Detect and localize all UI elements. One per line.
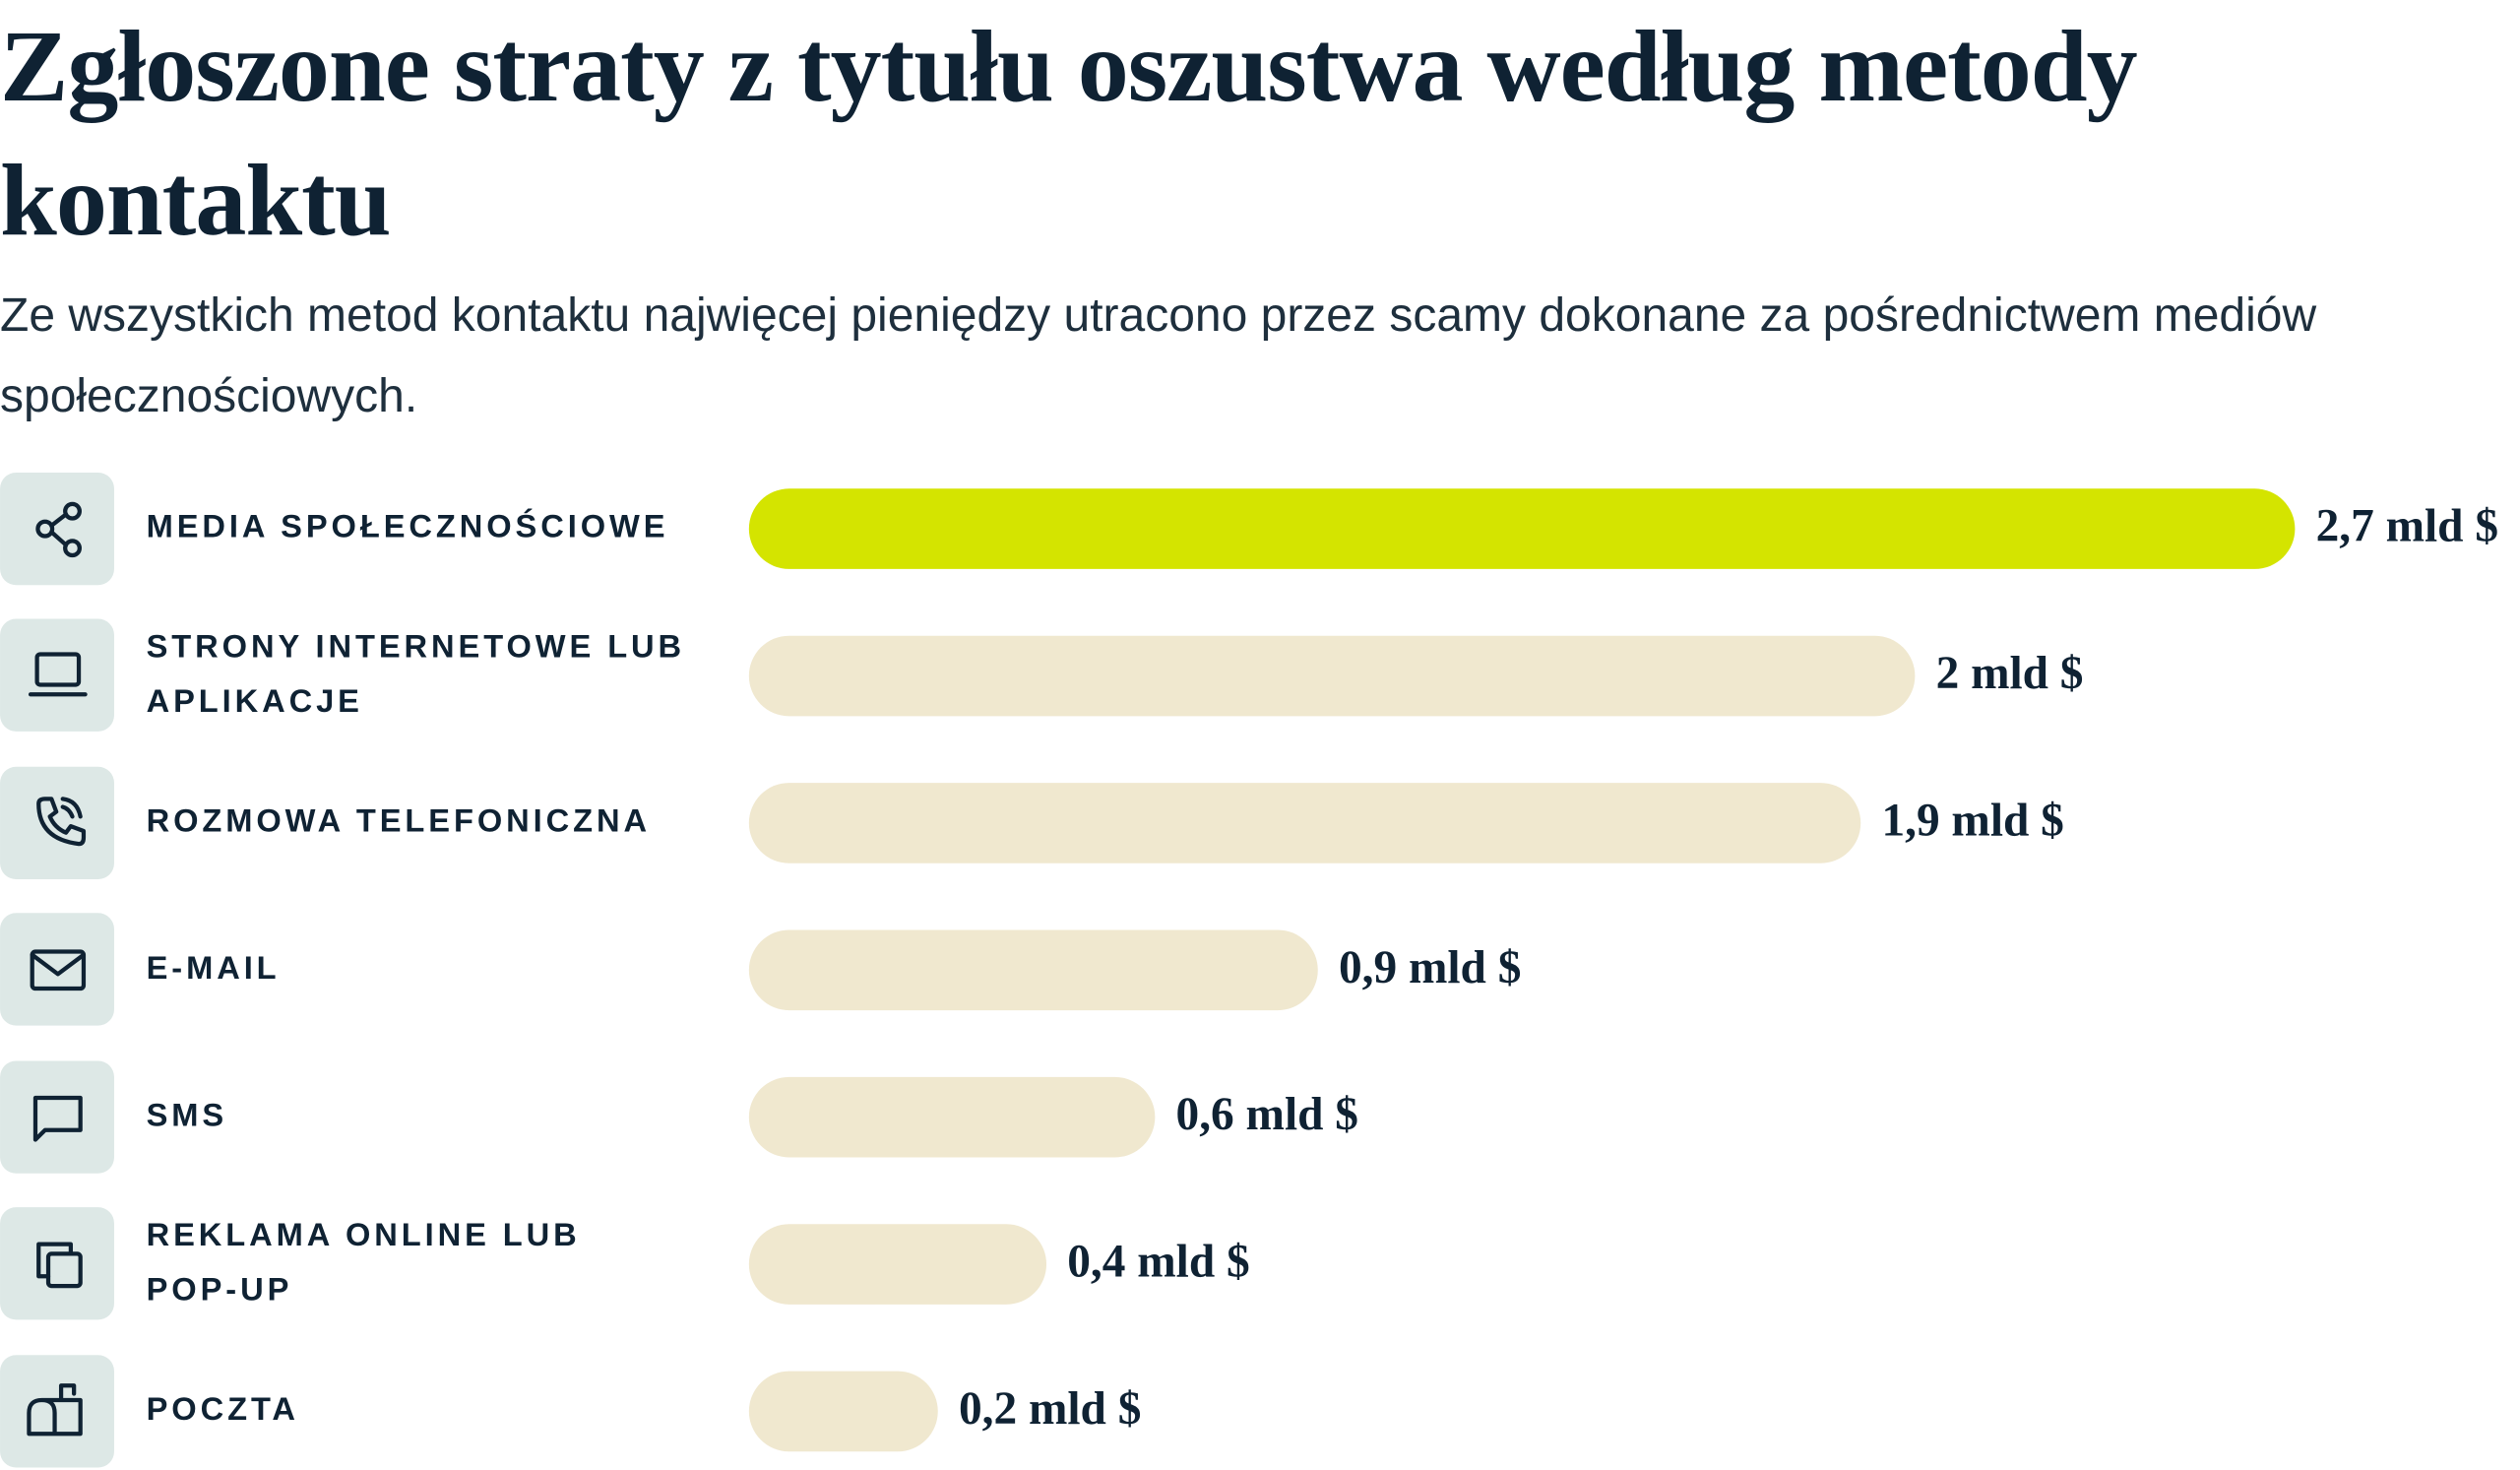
- value-label: 0,6 mld $: [1176, 1089, 1358, 1140]
- value-label: 2 mld $: [1936, 648, 2084, 699]
- bar: [748, 1371, 938, 1452]
- category-label: MEDIA SPOŁECZNOŚCIOWE: [147, 508, 669, 544]
- value-label: 1,9 mld $: [1881, 795, 2063, 846]
- bar: [748, 1076, 1156, 1158]
- chart-title: Zgłoszone straty z tytułu oszustwa wedłu…: [0, 10, 2138, 257]
- chart-subtitle: Ze wszystkich metod kontaktu najwięcej p…: [0, 289, 2317, 422]
- icons: [0, 472, 114, 1468]
- value-label: 0,4 mld $: [1067, 1237, 1249, 1288]
- value-label: 0,2 mld $: [959, 1383, 1141, 1435]
- category-label: E-MAIL: [147, 949, 281, 986]
- icon-laptop: [0, 618, 114, 732]
- category-label: REKLAMA ONLINE LUB POP-UP: [147, 1216, 581, 1308]
- category-label: STRONY INTERNETOWE LUB APLIKACJE: [147, 627, 685, 719]
- value-label: 0,9 mld $: [1339, 942, 1521, 993]
- icon-mail: [0, 913, 114, 1026]
- icon-popup: [0, 1207, 114, 1320]
- icon-mailbox: [0, 1355, 114, 1468]
- bar: [748, 783, 1861, 863]
- category-label: SMS: [147, 1096, 228, 1132]
- bar: [748, 1224, 1047, 1305]
- value-label: 2,7 mld $: [2316, 501, 2498, 552]
- bar: [748, 929, 1318, 1011]
- bar: [748, 488, 2296, 569]
- category-label: ROZMOWA TELEFONICZNA: [147, 802, 651, 839]
- bar: [748, 635, 1916, 717]
- category-label: POCZTA: [147, 1390, 299, 1427]
- icon-sms: [0, 1060, 114, 1174]
- icon-share: [0, 472, 114, 586]
- icon-phone: [0, 766, 114, 880]
